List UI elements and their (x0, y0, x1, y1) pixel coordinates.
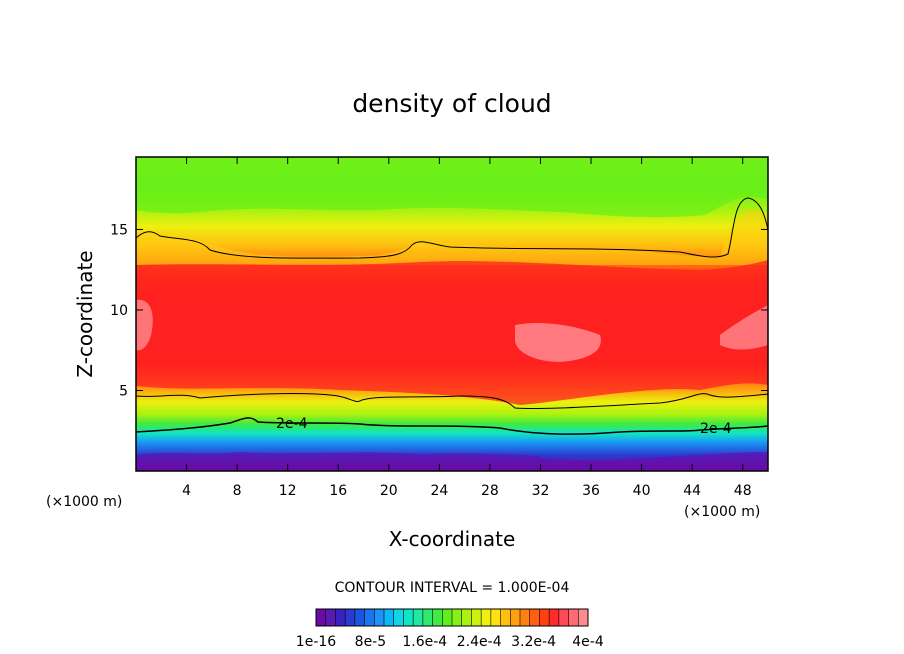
colorbar-swatch (558, 609, 569, 626)
colorbar-swatch (374, 609, 385, 626)
x-tick-label: 44 (683, 483, 701, 499)
x-tick-label: 20 (380, 483, 398, 499)
colorbar-swatch (549, 609, 560, 626)
colorbar-tick-label: 2.4e-4 (457, 634, 502, 650)
colorbar-swatch (510, 609, 521, 626)
x-tick-label: 8 (233, 483, 242, 499)
colorbar-swatch (452, 609, 463, 626)
upper-green-region (136, 157, 768, 218)
colorbar-swatch (316, 609, 327, 626)
x-tick-label: 28 (481, 483, 499, 499)
colorbar-swatch (354, 609, 365, 626)
colorbar-swatch (461, 609, 472, 626)
colorbar-tick-label: 8e-5 (355, 634, 386, 650)
colorbar-swatch (500, 609, 511, 626)
contour-label: 2e-4 (276, 416, 308, 432)
pink-highlight-farright (720, 305, 768, 350)
y-tick-label: 5 (119, 383, 128, 399)
y-axis-title: Z-coordinate (73, 250, 97, 377)
colorbar-swatch (539, 609, 550, 626)
x-tick-label: 40 (633, 483, 651, 499)
contour-line-upper (136, 197, 768, 259)
y-tick-label: 10 (110, 303, 128, 319)
yellow-band-region (136, 209, 768, 265)
y-tick-label: 15 (110, 222, 128, 238)
pink-highlight-left (136, 299, 153, 351)
colorbar-swatch (422, 609, 433, 626)
colorbar-swatch (413, 609, 424, 626)
x-tick-label: 24 (430, 483, 448, 499)
colorbar-tick-label: 3.2e-4 (511, 634, 556, 650)
chart-title: density of cloud (352, 89, 551, 118)
colorbar-swatch (442, 609, 453, 626)
colorbar (315, 608, 589, 627)
colorbar-swatch (325, 609, 336, 626)
x-tick-label: 32 (532, 483, 550, 499)
colorbar-tick-label: 1.6e-4 (402, 634, 447, 650)
colorbar-swatch (520, 609, 531, 626)
pink-highlight-right (515, 323, 601, 362)
x-unit-left: (×1000 m) (46, 494, 122, 510)
colorbar-swatch (384, 609, 395, 626)
x-tick-label: 16 (329, 483, 347, 499)
x-tick-label: 12 (279, 483, 297, 499)
x-axis-title: X-coordinate (389, 527, 516, 551)
colorbar-tick-label: 1e-16 (296, 634, 336, 650)
plot-area (136, 157, 768, 471)
contour-interval: CONTOUR INTERVAL = 1.000E-04 (335, 580, 570, 596)
x-tick-label: 48 (734, 483, 752, 499)
contour-line-lower (136, 393, 768, 410)
colorbar-swatch (345, 609, 356, 626)
contour-label: 2e-4 (700, 421, 732, 437)
colorbar-swatch (529, 609, 540, 626)
colorbar-swatch (471, 609, 482, 626)
colorbar-swatch (568, 609, 579, 626)
x-axis-ticks: 4 8 12 16 20 24 28 32 36 40 44 48 (182, 157, 752, 499)
red-core-region (136, 260, 768, 405)
x-tick-label: 36 (582, 483, 600, 499)
x-unit-right: (×1000 m) (684, 504, 760, 520)
colorbar-swatch (364, 609, 375, 626)
y-axis-ticks: 5 10 15 (110, 222, 768, 399)
colorbar-swatch (578, 609, 589, 626)
colorbar-swatch (490, 609, 501, 626)
bottom-fringe (136, 452, 768, 471)
colorbar-swatch (432, 609, 443, 626)
colorbar-swatch (393, 609, 404, 626)
plot-frame (135, 156, 769, 472)
colorbar-labels: 1e-16 8e-5 1.6e-4 2.4e-4 3.2e-4 4e-4 (296, 634, 604, 650)
contour-line-2e-4 (136, 417, 768, 435)
colorbar-swatch (481, 609, 492, 626)
colorbar-tick-label: 4e-4 (572, 634, 604, 650)
colorbar-swatch (403, 609, 414, 626)
colorbar-swatch (335, 609, 346, 626)
x-tick-label: 4 (182, 483, 191, 499)
